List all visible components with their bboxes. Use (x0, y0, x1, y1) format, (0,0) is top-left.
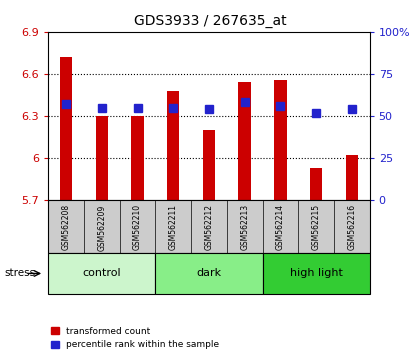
Text: GDS3933 / 267635_at: GDS3933 / 267635_at (134, 14, 286, 28)
Text: GSM562212: GSM562212 (205, 204, 213, 250)
Text: dark: dark (197, 268, 221, 279)
Text: high light: high light (290, 268, 342, 279)
Bar (203, 130, 215, 200)
Text: GSM562208: GSM562208 (62, 204, 71, 250)
Bar (239, 82, 251, 200)
Legend: transformed count, percentile rank within the sample: transformed count, percentile rank withi… (51, 327, 219, 349)
Text: stress: stress (4, 268, 35, 279)
Text: GSM562215: GSM562215 (312, 204, 320, 250)
Text: GSM562213: GSM562213 (240, 204, 249, 250)
Bar (48, 253, 155, 294)
Text: GSM562210: GSM562210 (133, 204, 142, 250)
Bar (60, 57, 72, 200)
Bar (155, 253, 262, 294)
Bar (131, 116, 144, 200)
Bar (262, 253, 370, 294)
Text: GSM562211: GSM562211 (169, 204, 178, 250)
Bar (310, 168, 322, 200)
Bar (274, 80, 286, 200)
Text: GSM562214: GSM562214 (276, 204, 285, 250)
Bar (346, 155, 358, 200)
Bar (167, 91, 179, 200)
Bar (96, 116, 108, 200)
Text: GSM562216: GSM562216 (347, 204, 356, 250)
Text: control: control (83, 268, 121, 279)
Text: GSM562209: GSM562209 (97, 204, 106, 251)
